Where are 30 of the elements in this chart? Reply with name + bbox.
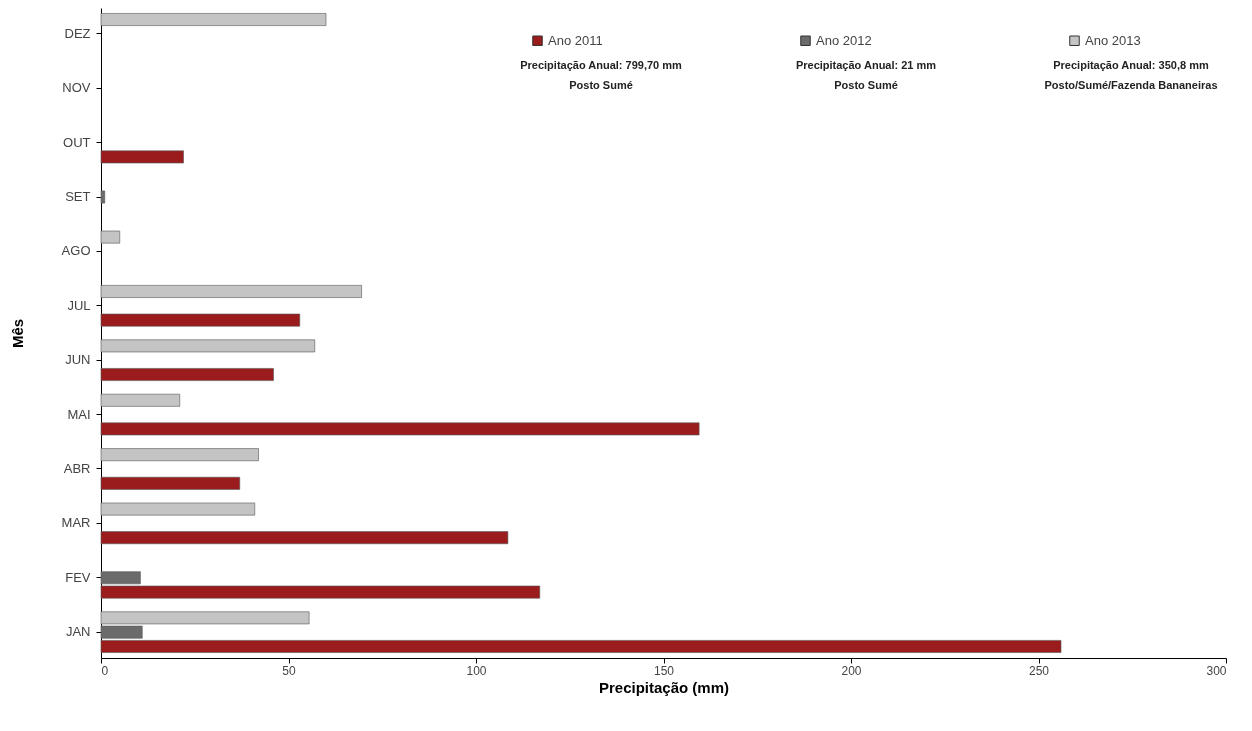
x-tick-label: 50	[282, 663, 296, 678]
y-tick-label: JUN	[65, 352, 91, 368]
y-tick-label: ABR	[63, 460, 91, 476]
x-tick-label: 250	[1028, 663, 1050, 678]
y-tick-label: JUL	[67, 297, 91, 313]
y-tick-label: MAI	[67, 406, 91, 422]
y-axis-title: Mês	[8, 318, 26, 349]
y-tick-label: JAN	[65, 624, 91, 640]
annotation: Precipitação Anual: 21 mm	[795, 59, 937, 71]
y-tick-label: AGO	[61, 243, 91, 259]
y-tick-label: FEV	[65, 569, 91, 585]
x-tick-label: 300	[1206, 663, 1227, 678]
x-axis-title: Precipitação (mm)	[598, 678, 730, 696]
legend-label: Ano 2013	[1085, 32, 1141, 48]
legend-label: Ano 2011	[548, 32, 603, 48]
annotation: Posto Sumé	[569, 79, 633, 91]
y-tick-label: MAR	[61, 515, 91, 531]
y-tick-label: NOV	[62, 80, 91, 96]
annotation: Posto/Sumé/Fazenda Bananeiras	[1044, 79, 1218, 91]
x-tick-label: 200	[841, 663, 862, 678]
legend-label: Ano 2012	[816, 32, 872, 48]
x-tick-label: 0	[101, 663, 109, 678]
x-tick-label: 100	[466, 663, 487, 678]
y-tick-label: DEZ	[64, 25, 91, 41]
annotation: Posto Sumé	[834, 79, 898, 91]
x-tick-label: 150	[653, 663, 675, 678]
annotation: Precipitação Anual: 799,70 mm	[520, 59, 683, 71]
annotation: Precipitação Anual: 350,8 mm	[1053, 59, 1209, 71]
y-tick-label: OUT	[63, 134, 91, 150]
y-tick-label: SET	[65, 189, 91, 205]
